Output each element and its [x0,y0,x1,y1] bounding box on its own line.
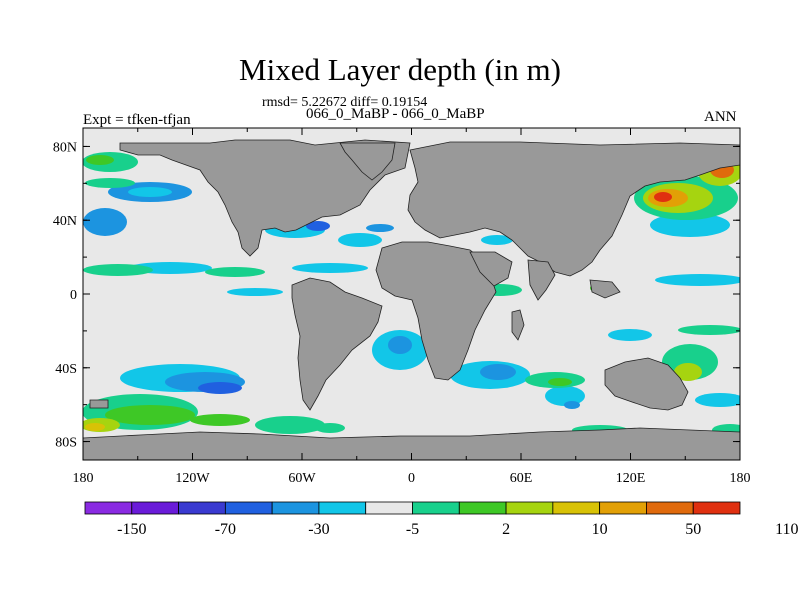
experiment-label: Expt = tfken-tfjan [83,112,191,128]
land-madagascar [511,309,525,341]
colorbar-swatch [84,501,133,515]
colorbar-swatch [646,501,694,515]
colorbar-swatch [178,501,226,515]
colorbar-label: -150 [117,521,146,538]
land-arabia [469,251,513,287]
colorbar-label: 10 [592,521,608,538]
land-africa [375,241,497,381]
colorbar-swatch [224,501,273,515]
land-masses [83,139,740,460]
colorbar-swatch [131,501,179,515]
lon-tick-label: 0 [408,471,415,486]
colorbar-swatch [365,501,413,515]
colorbar-swatch [458,501,507,515]
colorbar-label: 2 [502,521,510,538]
lon-tick-label: 180 [73,471,94,486]
map-title: Mixed Layer depth (in m) [239,52,561,87]
lat-tick-label: 0 [70,288,77,303]
colorbar-swatch [692,501,741,515]
longitude-axis: 180 120W 60W 0 60E 120E 180 [73,128,751,486]
colorbar-label: 50 [685,521,701,538]
negative-anomaly-regions [83,182,740,409]
lon-tick-label: 60E [510,471,533,486]
lon-tick-label: 120W [175,471,210,486]
land-small-south [89,399,109,409]
colorbar-swatch [318,501,367,515]
colorbar-label: -30 [308,521,329,538]
lat-tick-label: 80S [55,436,77,451]
season-label: ANN [704,109,737,125]
lat-tick-label: 80N [53,140,77,155]
colorbar-swatch [599,501,647,515]
land-india [527,259,556,301]
lon-tick-label: 180 [730,471,751,486]
lon-tick-label: 120E [616,471,646,486]
latitude-axis: 80N 40N 0 40S 80S [53,140,740,451]
colorbar-label: -70 [215,521,236,538]
colorbar-label: 110 [775,521,798,538]
colorbar-swatch [505,501,554,515]
colorbar: -150 -70 -30 -5 2 10 50 110 [84,501,798,538]
land-australia [604,357,689,411]
land-north-america [119,139,411,257]
lon-tick-label: 60W [288,471,316,486]
land-antarctica [83,427,740,460]
colorbar-label: -5 [406,521,419,538]
lat-tick-label: 40S [55,362,77,377]
land-greenland [339,142,396,181]
colorbar-swatch [412,501,460,515]
land-se-asia [589,279,621,299]
land-eurasia [407,141,740,277]
lat-tick-label: 40N [53,214,77,229]
colorbar-swatch [271,501,320,515]
land-south-america [291,277,383,411]
case-names: 066_0_MaBP - 066_0_MaBP [306,106,485,122]
colorbar-swatch [552,501,601,515]
stats-line: rmsd= 5.22672 diff= 0.19154 [262,95,428,110]
